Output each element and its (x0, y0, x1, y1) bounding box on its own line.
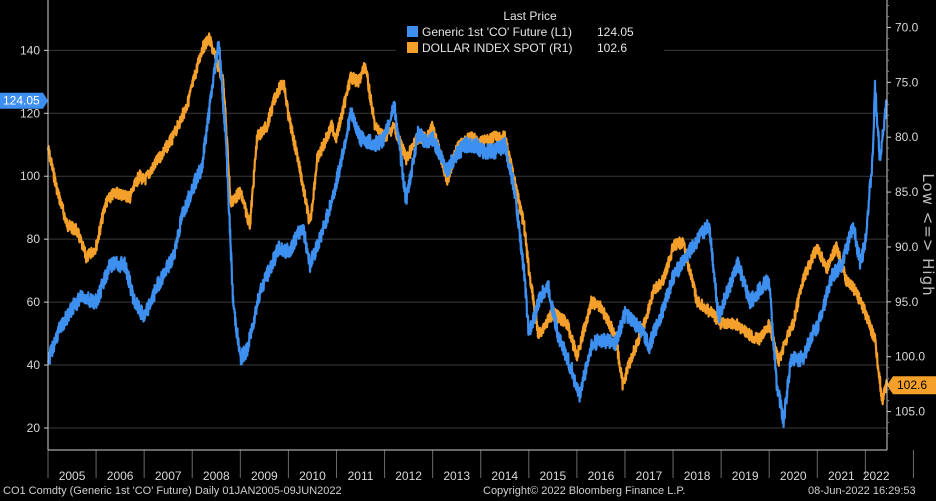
left-tick-label-140: 140 (20, 43, 40, 57)
right-tick-label-6: 100.0 (895, 350, 925, 364)
legend: Last Price Generic 1st 'CO' Future (L1) … (396, 6, 664, 60)
x-tick-label-2018: 2018 (684, 469, 711, 483)
right-tick-label-1: 75.0 (895, 75, 919, 89)
legend-value-dxy: 102.6 (597, 41, 628, 55)
x-tick-label-2013: 2013 (443, 469, 470, 483)
legend-item-brent[interactable]: Generic 1st 'CO' Future (L1) 124.05 (407, 25, 634, 39)
legend-title: Last Price (503, 9, 557, 23)
legend-name-brent: Generic 1st 'CO' Future (L1) (422, 25, 572, 39)
x-tick-label-2015: 2015 (539, 469, 566, 483)
series-layer (46, 32, 889, 428)
legend-item-dxy[interactable]: DOLLAR INDEX SPOT (R1) 102.6 (407, 41, 627, 55)
right-tick-label-5: 95.0 (895, 295, 919, 309)
x-tick-label-2017: 2017 (636, 469, 663, 483)
x-tick-label-2016: 2016 (588, 469, 615, 483)
legend-value-brent: 124.05 (597, 25, 634, 39)
right-tick-label-3: 85.0 (895, 185, 919, 199)
legend-swatch-dxy (407, 42, 418, 53)
footer-copyright: Copyright© 2022 Bloomberg Finance L.P. (483, 485, 686, 497)
x-tick-label-2021: 2021 (828, 469, 855, 483)
left-tick-label-20: 20 (27, 421, 41, 435)
x-tick-label-2020: 2020 (780, 469, 807, 483)
x-tick-label-2006: 2006 (107, 469, 134, 483)
x-tick-label-2014: 2014 (491, 469, 518, 483)
right-tick-label-0: 70.0 (895, 20, 919, 34)
x-tick-label-2011: 2011 (348, 469, 374, 483)
left-tick-label-60: 60 (27, 295, 41, 309)
left-tick-label-100: 100 (20, 169, 40, 183)
left-tick-label-40: 40 (27, 358, 41, 372)
footer-security-info: CO1 Comdty (Generic 1st 'CO' Future) Dai… (3, 485, 342, 497)
x-tick-label-2005: 2005 (59, 469, 86, 483)
grid (47, 49, 914, 478)
right-axis-title: Low <=> High (919, 173, 936, 296)
right-tick-label-4: 90.0 (895, 240, 919, 254)
legend-name-dxy: DOLLAR INDEX SPOT (R1) (422, 41, 573, 55)
axes (44, 0, 891, 451)
series-line-brent (46, 40, 888, 428)
x-tick-label-2010: 2010 (299, 469, 326, 483)
last-value-label-dxy: 102.6 (897, 378, 927, 392)
last-value-flag-brent (0, 92, 48, 109)
x-tick-label-2022: 2022 (863, 469, 890, 483)
footer-timestamp: 08-Jun-2022 16:29:53 (808, 485, 916, 497)
x-tick-label-2009: 2009 (251, 469, 278, 483)
axis-labels: 20 40 60 80 100 120 140 70.0 75.0 80.0 85.0 90.0 95.… (0, 20, 936, 483)
x-tick-label-2007: 2007 (155, 469, 182, 483)
legend-swatch-brent (407, 26, 418, 37)
last-value-flag-dxy (887, 376, 936, 395)
left-tick-label-120: 120 (20, 106, 40, 120)
right-tick-label-2: 80.0 (895, 130, 919, 144)
x-tick-label-2012: 2012 (395, 469, 422, 483)
last-value-label-brent: 124.05 (3, 94, 40, 108)
x-tick-label-2019: 2019 (732, 469, 759, 483)
x-tick-label-2008: 2008 (203, 469, 230, 483)
right-tick-label-7: 105.0 (895, 405, 925, 419)
left-tick-label-80: 80 (27, 232, 41, 246)
